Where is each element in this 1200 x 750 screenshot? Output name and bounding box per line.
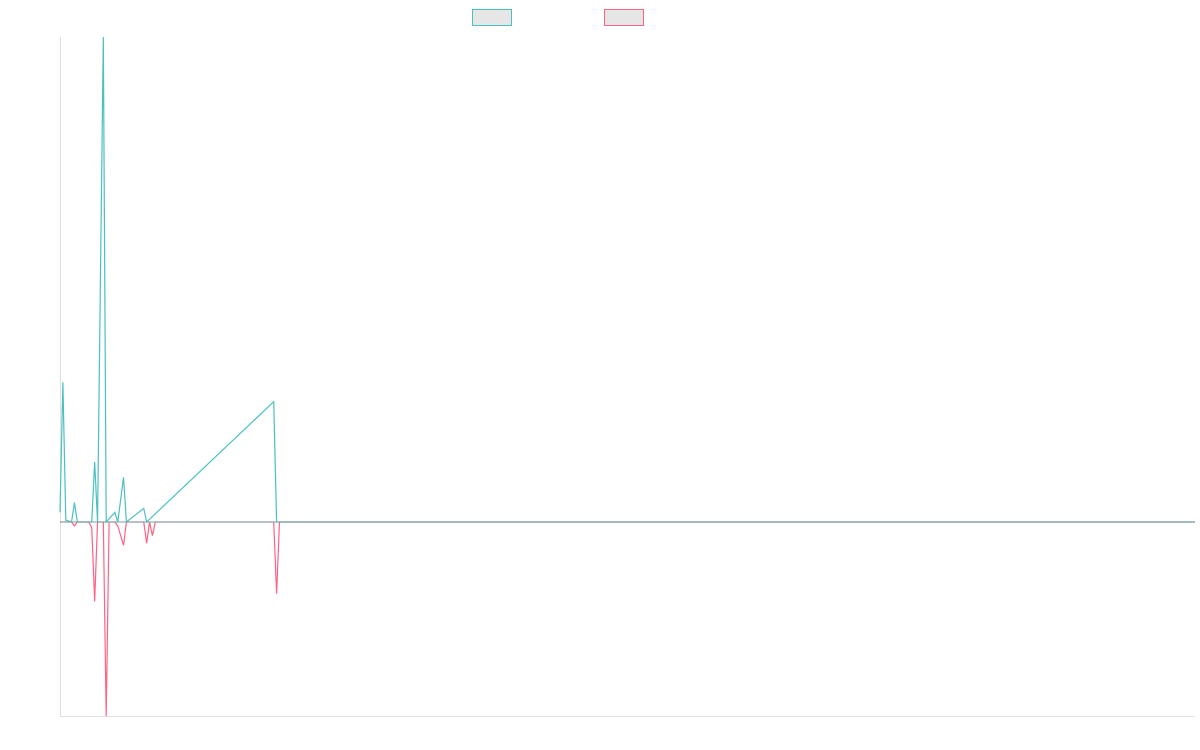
legend-swatch-series-2[interactable] xyxy=(604,9,644,26)
series-line-1 xyxy=(59,36,1195,524)
axes xyxy=(60,37,1195,717)
series-layer xyxy=(59,36,1195,717)
series-line-2 xyxy=(60,521,1195,717)
legend-swatch-series-1[interactable] xyxy=(472,9,512,26)
